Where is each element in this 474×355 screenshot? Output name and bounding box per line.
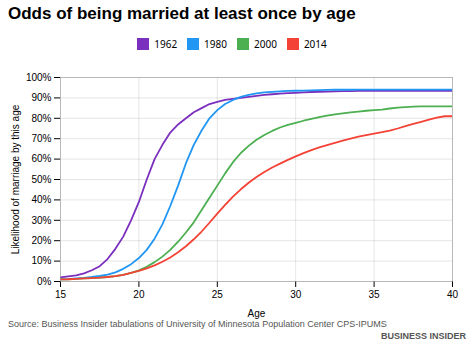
- svg-text:40: 40: [447, 289, 459, 300]
- svg-text:Likelihood of marriage by this: Likelihood of marriage by this age: [10, 105, 21, 255]
- html-text:BUSINESS INSIDER: BUSINESS INSIDER: [381, 331, 466, 342]
- svg-text:90%: 90%: [31, 92, 51, 103]
- svg-text:100%: 100%: [26, 72, 52, 83]
- svg-text:25: 25: [212, 289, 224, 300]
- svg-text:80%: 80%: [31, 113, 51, 124]
- html-text:1962: 1962: [154, 36, 178, 51]
- svg-text:70%: 70%: [31, 133, 51, 144]
- svg-text:20%: 20%: [31, 235, 51, 246]
- svg-text:60%: 60%: [31, 154, 51, 165]
- svg-text:0%: 0%: [37, 276, 52, 287]
- html-text:2000: 2000: [254, 36, 277, 51]
- svg-text:30: 30: [290, 289, 302, 300]
- html-text:Source: Business Insider tabul: Source: Business Insider tabulations of …: [8, 319, 387, 330]
- svg-text:50%: 50%: [31, 174, 51, 185]
- svg-text:15: 15: [55, 289, 67, 300]
- html-text:2014: 2014: [303, 36, 327, 51]
- svg-text:Age: Age: [248, 308, 266, 319]
- html-text:Odds of being married at least: Odds of being married at least once by a…: [8, 4, 356, 23]
- html-text:1980: 1980: [204, 36, 227, 51]
- svg-text:20: 20: [133, 289, 145, 300]
- svg-text:30%: 30%: [31, 215, 51, 226]
- svg-text:40%: 40%: [31, 194, 51, 205]
- svg-text:10%: 10%: [31, 256, 51, 267]
- svg-text:35: 35: [369, 289, 381, 300]
